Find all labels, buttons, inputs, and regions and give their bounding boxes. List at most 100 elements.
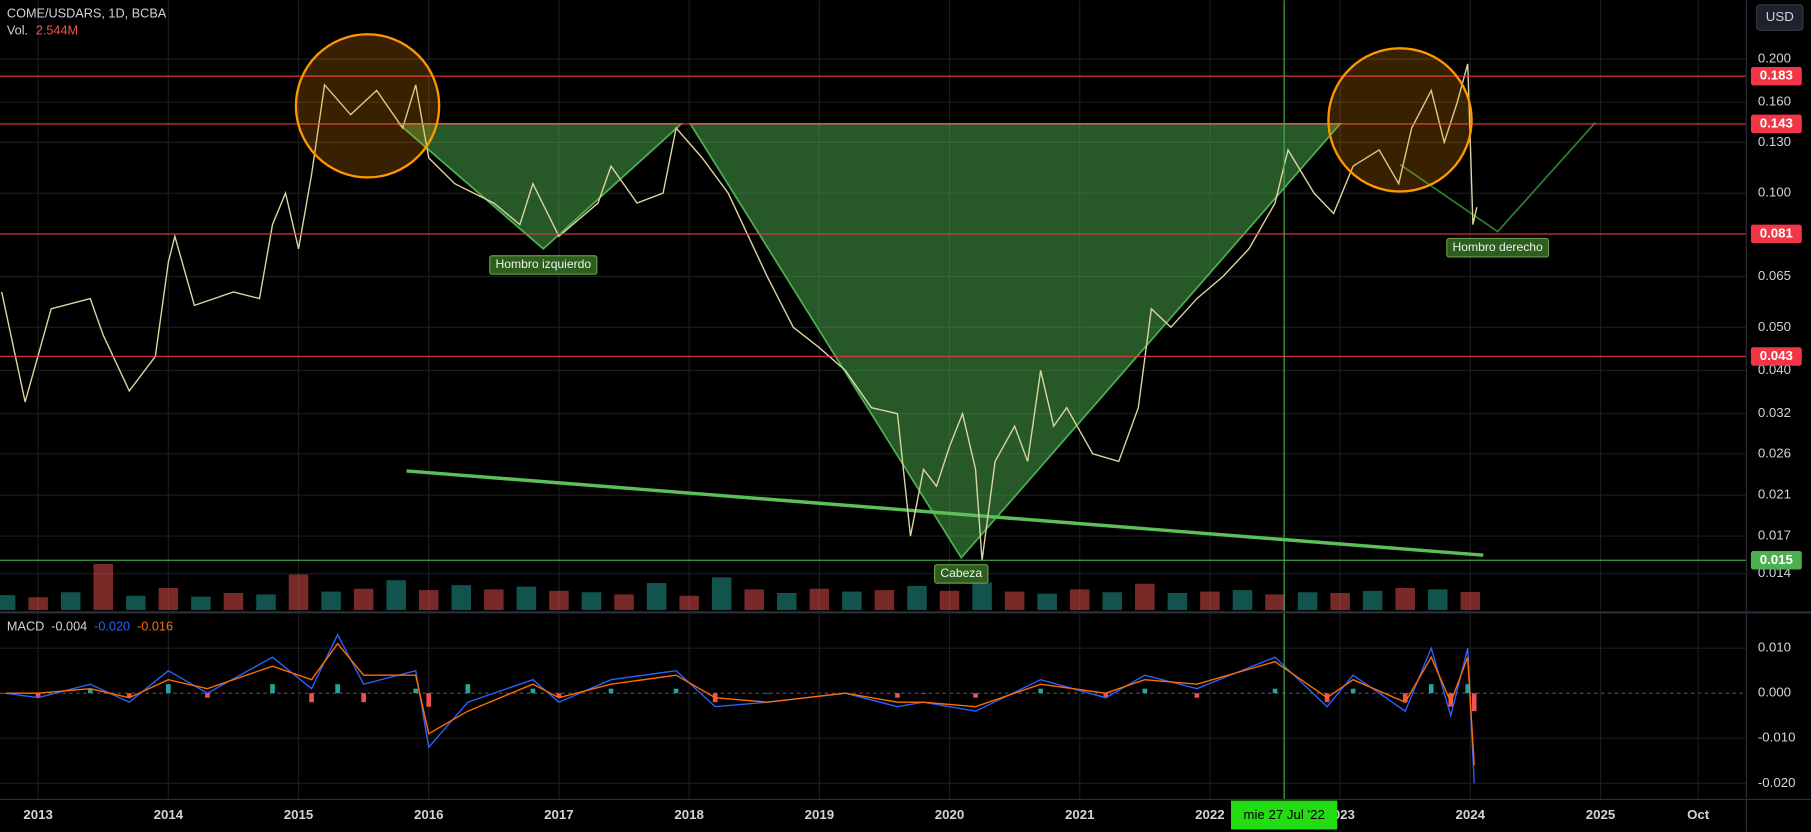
volume-bar	[549, 590, 569, 611]
macd-histogram-bar	[205, 693, 210, 698]
x-tick-label: 2021	[1065, 807, 1095, 822]
macd-histogram-bar	[413, 688, 419, 694]
volume-bar	[679, 595, 699, 611]
level-label: 0.143	[1760, 115, 1793, 130]
macd-histogram-bar	[973, 693, 978, 698]
macd-histogram-bar	[673, 688, 679, 694]
volume-bar	[1297, 592, 1318, 611]
volume-bar	[874, 590, 895, 611]
volume-bar	[646, 583, 667, 611]
volume-bar	[484, 589, 504, 611]
crosshair-label-bg	[1230, 800, 1338, 830]
x-tick-label: 2014	[154, 807, 184, 822]
volume-bar	[1232, 590, 1253, 611]
macd-histogram-bar	[1448, 693, 1454, 707]
volume-bar	[516, 586, 537, 611]
volume-bar	[972, 582, 992, 611]
price-line	[1, 63, 1478, 561]
macd-histogram-bar	[1142, 688, 1148, 694]
macd-histogram-bar	[166, 684, 171, 694]
volume-bar	[451, 585, 472, 611]
volume-bar	[223, 592, 244, 611]
level-label: 0.043	[1760, 348, 1793, 363]
annotation: Cabeza	[940, 566, 982, 580]
x-tick-label: 2020	[935, 807, 965, 822]
level-label: 0.081	[1760, 225, 1794, 240]
trend-line	[406, 469, 1484, 557]
macd-histogram-bar	[608, 688, 614, 694]
annotation-bg	[489, 255, 598, 275]
macd-histogram-bar	[530, 688, 536, 694]
y-tick-label: 0.026	[1758, 445, 1791, 460]
macd-histogram-bar	[126, 693, 132, 698]
volume-bar	[614, 594, 634, 611]
volume-bar	[93, 563, 114, 611]
x-tick-label: 2025	[1586, 807, 1616, 822]
macd-histogram-bar	[764, 693, 770, 694]
macd-histogram-bar	[87, 688, 93, 694]
currency-button[interactable]	[1756, 4, 1804, 31]
volume-bar	[1167, 592, 1188, 611]
volume-label: Vol.	[7, 24, 28, 38]
x-tick-label: 2015	[284, 807, 314, 822]
indicator-value: -0.020	[94, 620, 130, 634]
macd-histogram-bar	[921, 693, 926, 694]
volume-bar	[907, 585, 927, 611]
marks	[0, 0, 1747, 800]
indicator-value: -0.004	[51, 620, 87, 634]
volume-bar	[809, 588, 830, 611]
x-tick-label: 2013	[23, 807, 53, 822]
y-tick-label: 0.021	[1758, 487, 1791, 502]
price-axis-bg	[1746, 0, 1811, 832]
macd-histogram-bar	[1465, 684, 1471, 694]
macd-line	[5, 633, 1475, 784]
pattern-line	[1399, 121, 1596, 233]
volume-bar	[581, 592, 602, 611]
volume-bar	[288, 574, 309, 611]
y-tick-label: 0.130	[1758, 134, 1791, 149]
grid	[0, 0, 1747, 800]
volume-bar	[1395, 588, 1415, 611]
volume-bar	[0, 595, 16, 611]
level-tag	[1750, 66, 1802, 86]
level-label: 0.183	[1760, 68, 1793, 83]
macd-histogram-bar	[1272, 688, 1278, 694]
volume-bar	[1362, 590, 1383, 611]
volume-bar	[28, 597, 48, 611]
volume-bar	[1069, 589, 1090, 611]
macd-histogram-bar	[1402, 693, 1408, 703]
x-tick-label: 2019	[805, 807, 835, 822]
volume-bar	[711, 577, 732, 611]
y-tick-label: 0.010	[1758, 640, 1791, 655]
volume-bar	[1427, 589, 1448, 611]
volume-bar	[939, 590, 960, 611]
volume-bar	[60, 592, 81, 611]
x-tick-label: 2024	[1456, 807, 1486, 822]
macd-histogram-bar	[335, 684, 340, 694]
volume-bar	[1135, 583, 1155, 611]
macd-histogram-bar	[1350, 688, 1356, 694]
macd-histogram-bar	[361, 693, 366, 703]
currency[interactable]: USD	[1766, 9, 1794, 24]
volume-bar	[418, 590, 439, 611]
indicator-title: MACD	[7, 620, 44, 634]
volume-bar	[842, 591, 862, 611]
volume-bar	[126, 595, 146, 611]
x-tick-label: 2022	[1195, 807, 1225, 822]
macd-histogram-bar	[465, 684, 471, 694]
y-tick-label: -0.010	[1758, 730, 1796, 745]
macd-histogram-bar	[270, 684, 275, 694]
y-tick-label: -0.020	[1758, 775, 1796, 790]
annotation: Hombro derecho	[1453, 240, 1543, 254]
macd-histogram-bar	[426, 693, 432, 707]
macd-histogram-bar	[1103, 693, 1109, 698]
symbol: COME/USDARS, 1D, BCBA	[7, 6, 167, 20]
highlight-circle	[294, 33, 441, 179]
volume-bar	[321, 591, 341, 611]
volume-bar	[386, 580, 406, 611]
volume-bar	[1330, 592, 1350, 611]
volume-bar	[1460, 591, 1481, 611]
volume-bar	[1037, 593, 1057, 611]
level-label: 0.015	[1760, 552, 1794, 567]
